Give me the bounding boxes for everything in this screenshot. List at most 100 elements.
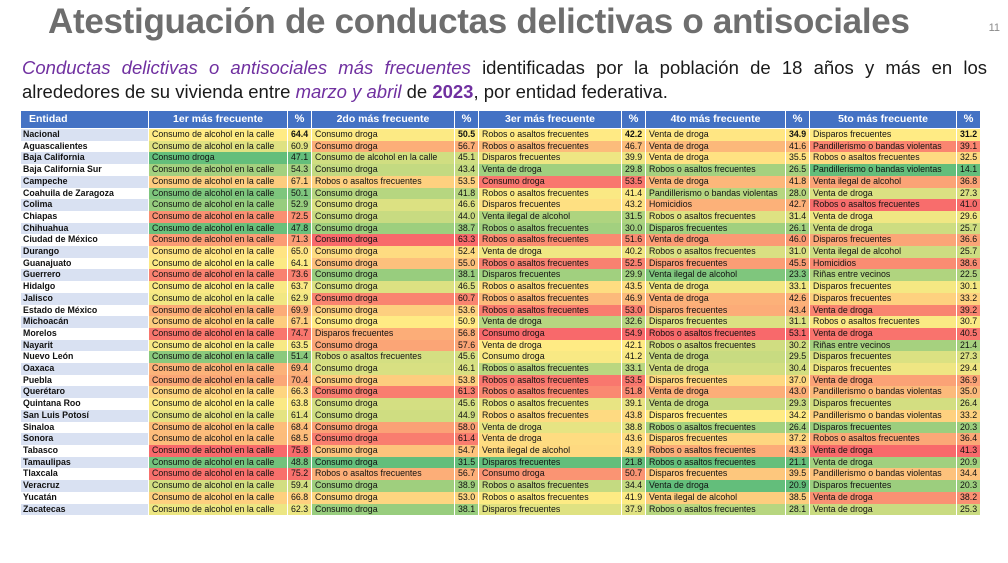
entidad-cell: Chihuahua — [20, 222, 149, 235]
conducta-cell: Pandillerismo o bandas violentas — [809, 140, 957, 153]
porcentaje-cell: 25.7 — [956, 246, 981, 258]
porcentaje-cell: 54.7 — [454, 444, 479, 457]
porcentaje-cell: 61.3 — [454, 386, 479, 399]
conducta-cell: Venta ilegal de alcohol — [809, 246, 957, 258]
entidad-cell: Quintana Roo — [20, 398, 149, 410]
conducta-cell: Consumo droga — [311, 128, 455, 141]
conducta-cell: Venta de droga — [809, 374, 957, 387]
conducta-cell: Consumo de alcohol en la calle — [148, 468, 288, 481]
conducta-cell: Venta de droga — [809, 456, 957, 469]
porcentaje-cell: 65.0 — [287, 246, 312, 258]
conducta-cell: Disparos frecuentes — [645, 257, 786, 270]
conducta-cell: Robos o asaltos frecuentes — [478, 257, 622, 270]
conducta-cell: Disparos frecuentes — [809, 351, 957, 364]
porcentaje-cell: 42.7 — [785, 199, 810, 211]
porcentaje-cell: 38.2 — [956, 491, 981, 504]
conducta-cell: Consumo de alcohol en la calle — [148, 374, 288, 387]
conducta-cell: Disparos frecuentes — [645, 409, 786, 422]
conducta-cell: Robos o asaltos frecuentes — [645, 327, 786, 340]
porcentaje-cell: 29.4 — [956, 363, 981, 375]
porcentaje-cell: 30.1 — [956, 281, 981, 293]
porcentaje-cell: 56.7 — [454, 468, 479, 481]
header-pct-2: % — [454, 110, 479, 129]
porcentaje-cell: 45.5 — [785, 257, 810, 270]
porcentaje-cell: 47.1 — [287, 152, 312, 165]
porcentaje-cell: 21.4 — [956, 339, 981, 352]
conducta-cell: Disparos frecuentes — [809, 281, 957, 293]
porcentaje-cell: 46.0 — [785, 234, 810, 247]
conducta-cell: Consumo de alcohol en la calle — [148, 140, 288, 153]
conducta-cell: Consumo droga — [311, 316, 455, 328]
porcentaje-cell: 67.1 — [287, 175, 312, 188]
conducta-cell: Pandillerismo o bandas violentas — [809, 409, 957, 422]
entidad-cell: Durango — [20, 246, 149, 258]
conducta-cell: Homicidios — [809, 257, 957, 270]
porcentaje-cell: 23.3 — [785, 269, 810, 282]
porcentaje-cell: 55.0 — [454, 257, 479, 270]
porcentaje-cell: 59.4 — [287, 480, 312, 492]
conducta-cell: Venta ilegal de alcohol — [478, 210, 622, 223]
table-body: Nacional Consumo de alcohol en la calle 64… — [20, 128, 981, 516]
conducta-cell: Consumo droga — [478, 175, 622, 188]
entidad-cell: Coahuila de Zaragoza — [20, 187, 149, 200]
porcentaje-cell: 20.3 — [956, 421, 981, 434]
conducta-cell: Robos o asaltos frecuentes — [478, 140, 622, 153]
porcentaje-cell: 37.9 — [621, 503, 646, 516]
porcentaje-cell: 50.9 — [454, 316, 479, 328]
conducta-cell: Robos o asaltos frecuentes — [478, 480, 622, 492]
porcentaje-cell: 41.8 — [454, 187, 479, 200]
porcentaje-cell: 20.3 — [956, 480, 981, 492]
entidad-cell: Campeche — [20, 175, 149, 188]
conducta-cell: Consumo droga — [311, 480, 455, 492]
conducta-cell: Venta de droga — [645, 363, 786, 375]
subtitle-period: marzo y abril — [295, 81, 402, 102]
porcentaje-cell: 53.0 — [621, 304, 646, 317]
entidad-cell: San Luis Potosí — [20, 409, 149, 422]
conducta-cell: Robos o asaltos frecuentes — [478, 234, 622, 247]
conducta-cell: Robos o asaltos frecuentes — [809, 199, 957, 211]
porcentaje-cell: 46.5 — [454, 281, 479, 293]
porcentaje-cell: 34.9 — [785, 128, 810, 141]
conducta-cell: Consumo de alcohol en la calle — [148, 491, 288, 504]
entidad-cell: Oaxaca — [20, 363, 149, 375]
conducta-cell: Consumo droga — [311, 503, 455, 516]
porcentaje-cell: 42.1 — [621, 339, 646, 352]
subtitle-year: 2023 — [432, 81, 474, 102]
conducta-cell: Consumo de alcohol en la calle — [148, 351, 288, 364]
conducta-cell: Consumo de alcohol en la calle — [148, 421, 288, 434]
porcentaje-cell: 32.6 — [621, 316, 646, 328]
porcentaje-cell: 31.4 — [785, 210, 810, 223]
porcentaje-cell: 38.6 — [956, 257, 981, 270]
conducta-cell: Robos o asaltos frecuentes — [645, 246, 786, 258]
porcentaje-cell: 38.1 — [454, 269, 479, 282]
entidad-cell: Guerrero — [20, 269, 149, 282]
table-row: San Luis Potosí Consumo de alcohol en la … — [20, 409, 981, 422]
porcentaje-cell: 53.5 — [621, 374, 646, 387]
conducta-cell: Consumo droga — [311, 421, 455, 434]
conducta-cell: Robos o asaltos frecuentes — [478, 409, 622, 422]
table-row: Michoacán Consumo de alcohol en la calle 6… — [20, 316, 981, 328]
porcentaje-cell: 54.9 — [621, 327, 646, 340]
conducta-cell: Disparos frecuentes — [645, 316, 786, 328]
porcentaje-cell: 31.2 — [956, 128, 981, 141]
porcentaje-cell: 46.9 — [621, 292, 646, 305]
entidad-cell: Yucatán — [20, 491, 149, 504]
conducta-cell: Consumo droga — [311, 386, 455, 399]
conducta-cell: Venta de droga — [645, 292, 786, 305]
porcentaje-cell: 63.5 — [287, 339, 312, 352]
porcentaje-cell: 35.0 — [956, 386, 981, 399]
porcentaje-cell: 38.7 — [454, 222, 479, 235]
conducta-cell: Venta de droga — [809, 327, 957, 340]
entidad-cell: Baja California — [20, 152, 149, 165]
table-row: Baja California Sur Consumo de alcohol en… — [20, 164, 981, 176]
conducta-cell: Disparos frecuentes — [645, 433, 786, 445]
conducta-cell: Robos o asaltos frecuentes — [478, 491, 622, 504]
conducta-cell: Disparos frecuentes — [478, 269, 622, 282]
header-4to: 4to más frecuente — [645, 110, 786, 129]
conducta-cell: Robos o asaltos frecuentes — [645, 164, 786, 176]
conducta-cell: Robos o asaltos frecuentes — [645, 503, 786, 516]
conducta-cell: Robos o asaltos frecuentes — [645, 210, 786, 223]
porcentaje-cell: 36.8 — [956, 175, 981, 188]
conducta-cell: Robos o asaltos frecuentes — [645, 444, 786, 457]
conducta-cell: Consumo de alcohol en la calle — [148, 316, 288, 328]
